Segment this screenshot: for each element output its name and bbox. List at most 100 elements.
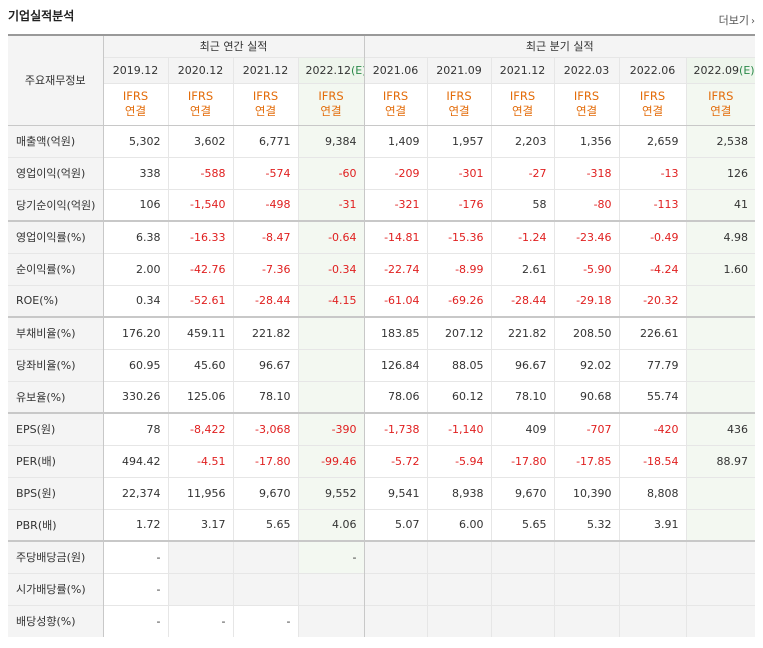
table-cell [363,540,428,573]
period-header: 2019.12 [102,56,168,83]
table-cell: 2,203 [490,124,555,157]
ifrs-consolidated: 연결 [575,104,598,118]
table-cell: 77.79 [618,348,687,381]
ifrs-standard: IFRS [708,89,734,103]
table-cell: -707 [553,412,620,445]
table-cell [490,572,555,605]
table-cell [685,508,756,541]
table-cell: -5.94 [426,444,492,477]
table-cell [426,540,492,573]
table-cell: -7.36 [232,252,298,285]
table-cell: 208.50 [553,316,620,349]
row-label: EPS(원) [8,412,103,445]
table-cell [297,316,365,349]
table-cell: -8.99 [426,252,492,285]
row-label: PBR(배) [8,508,103,541]
more-link[interactable]: 더보기 › [719,12,755,28]
ifrs-label: IFRS 연결 [167,82,233,126]
table-cell: 330.26 [102,380,168,413]
table-row: 당좌비율(%) 60.95 45.60 96.67 126.84 88.05 96.67 92… [8,348,756,381]
row-label: BPS(원) [8,476,103,509]
table-cell [167,572,233,605]
table-cell: -29.18 [553,284,620,317]
table-cell: 3.17 [167,508,233,541]
row-label: 당기순이익(억원) [8,188,103,221]
table-cell: -31 [297,188,365,221]
table-cell: 1.72 [102,508,168,541]
row-label: ROE(%) [8,284,103,317]
table-cell: 1,356 [553,124,620,157]
table-cell [232,540,298,573]
table-cell: 60.12 [426,380,492,413]
table-cell: -5.90 [553,252,620,285]
table-cell: -16.33 [167,220,233,253]
table-cell: 126 [685,156,756,189]
row-label: PER(배) [8,444,103,477]
ifrs-consolidated: 연결 [254,104,277,118]
table-cell: 4.98 [685,220,756,253]
table-cell: - [102,572,168,605]
table-row: 부채비율(%) 176.20 459.11 221.82 183.85 207.12 221… [8,316,756,349]
table-row: 시가배당률(%) - [8,572,756,605]
table-cell: 8,808 [618,476,687,509]
period-label: 2022.03 [563,63,610,77]
row-label: 당좌비율(%) [8,348,103,381]
table-cell: -588 [167,156,233,189]
table-cell: 338 [102,156,168,189]
table-cell: 126.84 [363,348,428,381]
row-label: 순이익률(%) [8,252,103,285]
table-cell: 22,374 [102,476,168,509]
ifrs-label: IFRS 연결 [232,82,298,126]
table-cell: 5,302 [102,124,168,157]
table-cell: -301 [426,156,492,189]
table-cell: -17.80 [232,444,298,477]
table-cell [685,380,756,413]
chevron-right-icon: › [751,16,755,27]
row-label: 배당성향(%) [8,604,103,637]
period-header: 2022.06 [618,56,687,83]
table-cell: -8.47 [232,220,298,253]
table-cell: 221.82 [490,316,555,349]
table-cell: -1,540 [167,188,233,221]
period-label: 2021.06 [372,63,419,77]
more-label: 더보기 [718,14,749,27]
period-header: 2021.09 [426,56,492,83]
table-cell: 78.10 [490,380,555,413]
table-cell [490,604,555,637]
period-label: 2021.12 [242,63,289,77]
period-header: 2020.12 [167,56,233,83]
table-row: ROE(%) 0.34 -52.61 -28.44 -4.15 -61.04 -69.26-… [8,284,756,317]
table-cell: 5.32 [553,508,620,541]
table-cell: 3,602 [167,124,233,157]
table-cell: -1,738 [363,412,428,445]
ifrs-consolidated: 연결 [189,104,212,118]
ifrs-label: IFRS 연결 [685,82,756,126]
row-label: 영업이익률(%) [8,220,103,253]
period-header: 2022.12(E) [297,56,365,83]
table-cell: -0.34 [297,252,365,285]
table-row: 주당배당금(원) - - [8,540,756,573]
ifrs-consolidated: 연결 [124,104,147,118]
table-cell [553,604,620,637]
table-cell [685,348,756,381]
ifrs-standard: IFRS [573,89,600,103]
table-row: 당기순이익(억원) 106 -1,540 -498 -31 -321 -176 58 -80 -1… [8,188,756,221]
ifrs-consolidated: 연결 [448,104,470,118]
ifrs-label: IFRS 연결 [102,82,168,126]
ifrs-standard: IFRS [187,89,214,103]
row-header-cell: 주요재무정보 [8,34,103,126]
ifrs-label: IFRS 연결 [490,82,555,126]
table-cell: 409 [490,412,555,445]
period-label: 2022.12 [305,63,352,77]
section-title: 기업실적분석 [8,9,75,23]
table-cell: 1.60 [685,252,756,285]
table-cell: -42.76 [167,252,233,285]
period-label: 2022.06 [629,63,676,77]
table-cell: 5.65 [232,508,298,541]
table-cell [363,604,428,637]
row-label: 유보율(%) [8,380,103,413]
table-row: 배당성향(%) - - - [8,604,756,637]
financial-table: 주요재무정보 최근 연간 실적 최근 분기 실적 2019.12 2020.12 2… [8,34,756,637]
table-cell: 125.06 [167,380,233,413]
table-row: 영업이익(억원) 338 -588 -574 -60 -209 -301 -27 -318 -13… [8,156,756,189]
